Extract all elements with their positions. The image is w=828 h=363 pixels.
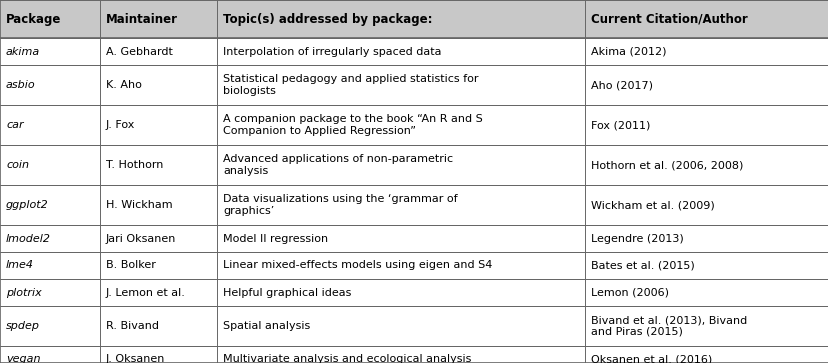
Text: lmodel2: lmodel2 xyxy=(6,233,51,244)
Text: R. Bivand: R. Bivand xyxy=(106,321,159,331)
Text: vegan: vegan xyxy=(6,355,41,363)
Text: A companion package to the book “An R and S
Companion to Applied Regression”: A companion package to the book “An R an… xyxy=(223,114,482,136)
Text: Bates et al. (2015): Bates et al. (2015) xyxy=(590,261,694,270)
Bar xyxy=(0,225,828,252)
Text: Spatial analysis: Spatial analysis xyxy=(223,321,310,331)
Bar xyxy=(0,185,828,225)
Text: lme4: lme4 xyxy=(6,261,34,270)
Text: B. Bolker: B. Bolker xyxy=(106,261,156,270)
Text: Oksanen et al. (2016): Oksanen et al. (2016) xyxy=(590,355,711,363)
Text: J. Fox: J. Fox xyxy=(106,120,135,130)
Bar xyxy=(0,105,828,145)
Bar xyxy=(0,252,828,279)
Text: spdep: spdep xyxy=(6,321,40,331)
Bar xyxy=(0,145,828,185)
Text: Akima (2012): Akima (2012) xyxy=(590,46,666,57)
Text: Package: Package xyxy=(6,12,61,25)
Text: asbio: asbio xyxy=(6,80,36,90)
Text: H. Wickham: H. Wickham xyxy=(106,200,172,210)
Text: Bivand et al. (2013), Bivand
and Piras (2015): Bivand et al. (2013), Bivand and Piras (… xyxy=(590,315,746,337)
Text: Aho (2017): Aho (2017) xyxy=(590,80,652,90)
Text: Advanced applications of non-parametric
analysis: Advanced applications of non-parametric … xyxy=(223,154,453,176)
Text: J. Lemon et al.: J. Lemon et al. xyxy=(106,287,185,298)
Text: plotrix: plotrix xyxy=(6,287,41,298)
Text: A. Gebhardt: A. Gebhardt xyxy=(106,46,173,57)
Text: akima: akima xyxy=(6,46,41,57)
Bar xyxy=(0,279,828,306)
Text: J. Oksanen: J. Oksanen xyxy=(106,355,165,363)
Text: Fox (2011): Fox (2011) xyxy=(590,120,650,130)
Text: Model II regression: Model II regression xyxy=(223,233,328,244)
Text: Helpful graphical ideas: Helpful graphical ideas xyxy=(223,287,351,298)
Text: Multivariate analysis and ecological analysis: Multivariate analysis and ecological ana… xyxy=(223,355,471,363)
Text: Interpolation of irregularly spaced data: Interpolation of irregularly spaced data xyxy=(223,46,441,57)
Text: coin: coin xyxy=(6,160,29,170)
Text: Hothorn et al. (2006, 2008): Hothorn et al. (2006, 2008) xyxy=(590,160,743,170)
Text: K. Aho: K. Aho xyxy=(106,80,142,90)
Text: car: car xyxy=(6,120,23,130)
Text: Topic(s) addressed by package:: Topic(s) addressed by package: xyxy=(223,12,432,25)
Text: T. Hothorn: T. Hothorn xyxy=(106,160,163,170)
Text: Wickham et al. (2009): Wickham et al. (2009) xyxy=(590,200,714,210)
Text: Data visualizations using the ‘grammar of
graphics’: Data visualizations using the ‘grammar o… xyxy=(223,194,457,216)
Text: Statistical pedagogy and applied statistics for
biologists: Statistical pedagogy and applied statist… xyxy=(223,74,478,96)
Bar xyxy=(0,306,828,346)
Text: Lemon (2006): Lemon (2006) xyxy=(590,287,668,298)
Text: Legendre (2013): Legendre (2013) xyxy=(590,233,683,244)
Bar xyxy=(0,0,828,38)
Text: Current Citation/Author: Current Citation/Author xyxy=(590,12,747,25)
Bar xyxy=(0,346,828,363)
Bar xyxy=(0,65,828,105)
Bar xyxy=(0,38,828,65)
Text: ggplot2: ggplot2 xyxy=(6,200,49,210)
Text: Linear mixed-effects models using eigen and S4: Linear mixed-effects models using eigen … xyxy=(223,261,492,270)
Text: Jari Oksanen: Jari Oksanen xyxy=(106,233,176,244)
Text: Maintainer: Maintainer xyxy=(106,12,178,25)
